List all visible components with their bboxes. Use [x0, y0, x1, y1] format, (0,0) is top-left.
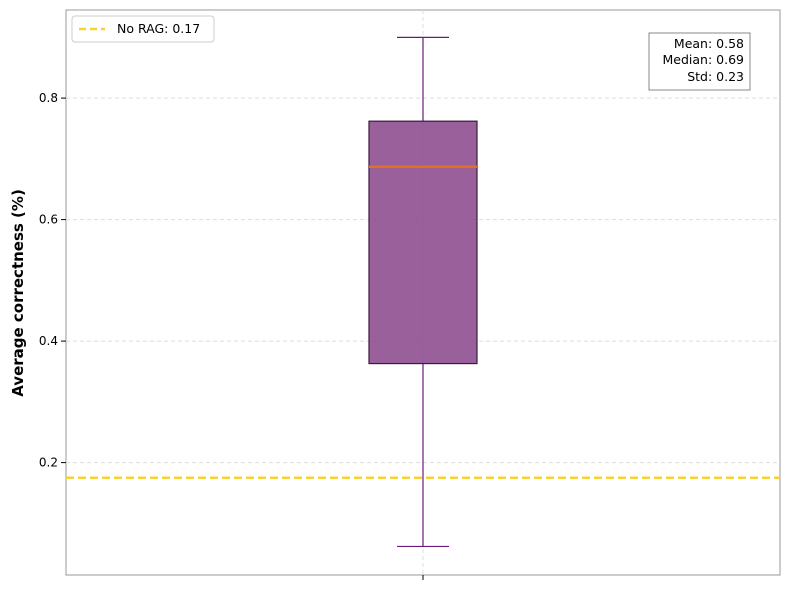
box-group [368, 36, 478, 548]
legend-frame [71, 15, 215, 43]
legend-entry-no-rag: No RAG: 0.17 [117, 21, 200, 36]
y-tick-label-2: 0.6 [39, 213, 58, 227]
y-tick-label-0: 0.2 [39, 456, 58, 470]
y-tick-label-3: 0.8 [39, 91, 58, 105]
stats-frame [648, 32, 751, 91]
legend: No RAG: 0.17 [71, 15, 215, 43]
y-axis-ticks: 0.2 0.4 0.6 0.8 [39, 91, 66, 470]
stats-mean: Mean: 0.58 [674, 36, 744, 51]
y-axis-label: Average correctness (%) [9, 189, 27, 397]
y-tick-label-1: 0.4 [39, 334, 58, 348]
stats-box: Mean: 0.58 Median: 0.69 Std: 0.23 [648, 32, 751, 91]
iqr-box [368, 120, 478, 365]
stats-median: Median: 0.69 [663, 52, 745, 67]
stats-std: Std: 0.23 [687, 69, 744, 84]
